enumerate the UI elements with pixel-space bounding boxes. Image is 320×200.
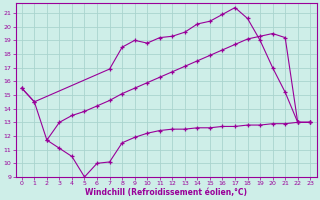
X-axis label: Windchill (Refroidissement éolien,°C): Windchill (Refroidissement éolien,°C) xyxy=(85,188,247,197)
